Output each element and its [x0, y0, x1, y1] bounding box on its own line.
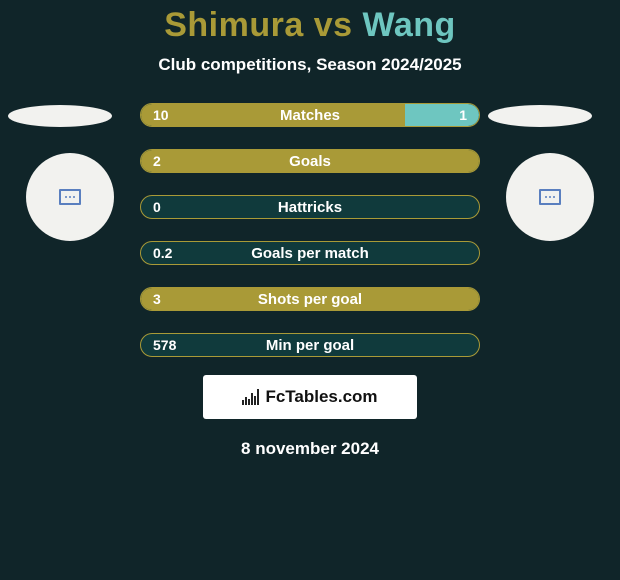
stat-bars: Matches10 1 Goals2 Hattricks0 Goals per matc…: [140, 103, 480, 379]
page-title: Shimura vs Wang: [0, 0, 620, 45]
stat-value-left: 3: [153, 291, 161, 307]
comparison-card: Shimura vs Wang Club competitions, Seaso…: [0, 0, 620, 580]
bar-chart-icon: [242, 389, 259, 405]
logo-text: FcTables.com: [265, 387, 377, 407]
title-vs: vs: [304, 6, 363, 44]
stat-label: Min per goal: [141, 337, 479, 354]
player1-shadow-ellipse: [8, 105, 112, 127]
fctables-logo: FcTables.com: [203, 375, 417, 419]
placeholder-image-icon: [59, 189, 81, 205]
stat-value-left: 0: [153, 199, 161, 215]
stat-value-left: 10: [153, 107, 169, 123]
stat-label: Shots per goal: [141, 291, 479, 308]
stat-value-left: 0.2: [153, 245, 172, 261]
stat-row: Hattricks0: [140, 195, 480, 219]
player2-name: Wang: [362, 6, 455, 44]
stat-row: Goals2: [140, 149, 480, 173]
stat-value-right: 1: [459, 107, 467, 123]
stat-label: Matches: [141, 107, 479, 124]
stat-row: Matches10 1: [140, 103, 480, 127]
date-text: 8 november 2024: [0, 439, 620, 459]
stat-value-left: 2: [153, 153, 161, 169]
stat-label: Hattricks: [141, 199, 479, 216]
subtitle: Club competitions, Season 2024/2025: [0, 55, 620, 75]
stat-label: Goals: [141, 153, 479, 170]
player1-name: Shimura: [164, 6, 304, 44]
stat-row: Shots per goal3: [140, 287, 480, 311]
player2-badge: [506, 153, 594, 241]
stat-label: Goals per match: [141, 245, 479, 262]
stat-row: Goals per match0.2: [140, 241, 480, 265]
placeholder-image-icon: [539, 189, 561, 205]
player2-shadow-ellipse: [488, 105, 592, 127]
stat-row: Min per goal578: [140, 333, 480, 357]
player1-badge: [26, 153, 114, 241]
stat-value-left: 578: [153, 337, 176, 353]
